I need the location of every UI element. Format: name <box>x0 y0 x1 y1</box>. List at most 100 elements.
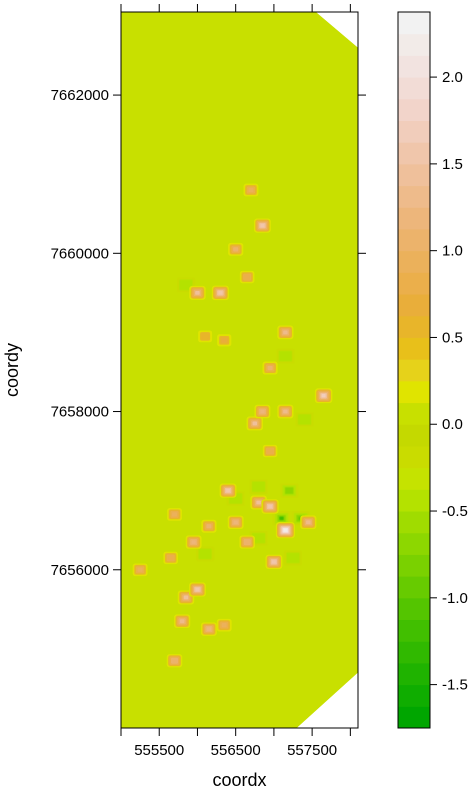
colorbar-swatch <box>398 706 430 729</box>
x-tick-label: 557500 <box>287 742 337 759</box>
colorbar-tick-label: 1.0 <box>442 243 463 260</box>
colorbar-tick-label: -1.5 <box>442 677 468 694</box>
hotspot-level <box>191 540 196 544</box>
colorbar-swatch <box>398 77 430 100</box>
hotspot-level <box>248 187 254 193</box>
colorbar-swatch <box>398 402 430 425</box>
hotspot-level <box>252 421 258 426</box>
hotspot-level <box>168 555 174 560</box>
hotspot-level <box>172 658 177 663</box>
hotspot-level <box>183 595 189 600</box>
coldspot-level <box>252 532 266 544</box>
colorbar-swatch <box>398 294 430 317</box>
hotspot-patch <box>254 404 271 419</box>
hotspot-level <box>137 567 143 572</box>
colorbar-swatch <box>398 315 430 338</box>
hotspot-level <box>283 330 288 335</box>
hotspot-level <box>268 504 273 509</box>
hotspot-level <box>260 223 265 228</box>
hotspot-patch <box>166 654 183 668</box>
colorbar-swatch <box>398 272 430 295</box>
coldspot-level <box>286 552 300 564</box>
hotspot-patch <box>163 551 178 565</box>
colorbar-legend: -1.5 -1.0 -0.5 0.0 0.5 1.0 1.5 2.0 <box>397 11 468 729</box>
colorbar-swatch <box>398 576 430 599</box>
hotspot-patch <box>314 388 333 404</box>
hotspot-patch <box>227 515 244 530</box>
colorbar-swatch <box>398 597 430 621</box>
hotspot-patch <box>211 285 229 301</box>
colorbar-swatch <box>398 12 430 35</box>
colorbar-swatch <box>398 337 430 360</box>
hotspot-level <box>218 291 223 295</box>
colorbar-swatch <box>398 359 430 382</box>
colorbar-swatch <box>398 467 430 490</box>
coldspot-patch <box>249 479 268 494</box>
hotspot-patch <box>219 483 237 498</box>
hotspot-patch <box>198 330 213 343</box>
hotspot-patch <box>277 404 294 419</box>
x-axis-label: coordx <box>212 770 266 790</box>
hotspot-level <box>256 500 261 505</box>
hotspot-patch <box>275 522 295 539</box>
colorbar-swatch <box>398 163 430 187</box>
coldspot-patch <box>284 550 303 566</box>
coldspot-patch <box>196 546 215 562</box>
hotspot-patch <box>216 618 232 632</box>
hotspot-level <box>226 489 230 493</box>
colorbar-swatch <box>398 684 430 707</box>
hotspot-patch <box>262 444 278 458</box>
x-tick-label: 555500 <box>134 742 184 759</box>
colorbar-swatch <box>398 250 430 273</box>
colorbar-tick-label: 0.5 <box>442 329 463 346</box>
hotspot-patch <box>243 183 259 197</box>
coldspot-level <box>198 548 212 560</box>
colorbar-swatch <box>398 55 430 78</box>
colorbar-swatch <box>398 185 430 208</box>
hotspot-patch <box>246 416 264 431</box>
hotspot-level <box>244 274 250 280</box>
colorbar-swatch <box>398 641 430 664</box>
colorbar-tick-label: 1.5 <box>442 156 463 173</box>
y-tick-label: 7662000 <box>51 87 109 104</box>
hotspot-patch <box>261 499 279 514</box>
hotspot-level <box>179 619 185 624</box>
colorbar-swatch <box>398 662 430 686</box>
hotspot-level <box>206 524 212 529</box>
hotspot-level <box>306 520 311 525</box>
colorbar-swatch <box>398 228 430 252</box>
hotspot-level <box>221 623 227 628</box>
hotspot-level <box>202 333 209 339</box>
hotspot-patch <box>239 270 255 284</box>
colorbar-tick-label: 0.0 <box>442 416 463 433</box>
hotspot-patch <box>201 519 217 533</box>
x-tick-label: 556500 <box>211 742 261 759</box>
plot-panel-frame <box>120 11 359 729</box>
y-axis-label: coordy <box>2 343 22 397</box>
y-tick-label: 7658000 <box>51 404 109 421</box>
coldspot-patch <box>272 511 291 526</box>
hotspot-level <box>283 409 288 414</box>
hotspot-level <box>195 290 200 295</box>
hotspot-level <box>233 247 239 252</box>
colorbar-swatch <box>398 532 430 555</box>
hotspot-patch <box>277 325 294 340</box>
hotspot-patch <box>239 535 255 549</box>
coldspot-patch <box>295 412 314 427</box>
hotspot-level <box>271 560 276 564</box>
hotspot-level <box>206 627 212 631</box>
hotspot-patch <box>265 554 283 569</box>
x-axis-ticks: 555500 556500 557500 <box>120 4 351 759</box>
hotspot-patch <box>254 218 271 233</box>
hotspot-level <box>172 512 177 517</box>
colorbar-swatch <box>398 33 430 56</box>
colorbar-tick-label: -1.0 <box>442 590 468 607</box>
colorbar-swatch <box>398 98 430 121</box>
coldspot-level <box>252 481 266 492</box>
hotspot-level <box>267 449 273 454</box>
colorbar-swatch <box>398 424 430 447</box>
colorbar-swatch <box>398 554 430 577</box>
coldspot-level <box>229 493 243 504</box>
y-axis-ticks: 7656000 7658000 7660000 7662000 <box>51 87 366 579</box>
coldspot-level <box>278 350 292 362</box>
